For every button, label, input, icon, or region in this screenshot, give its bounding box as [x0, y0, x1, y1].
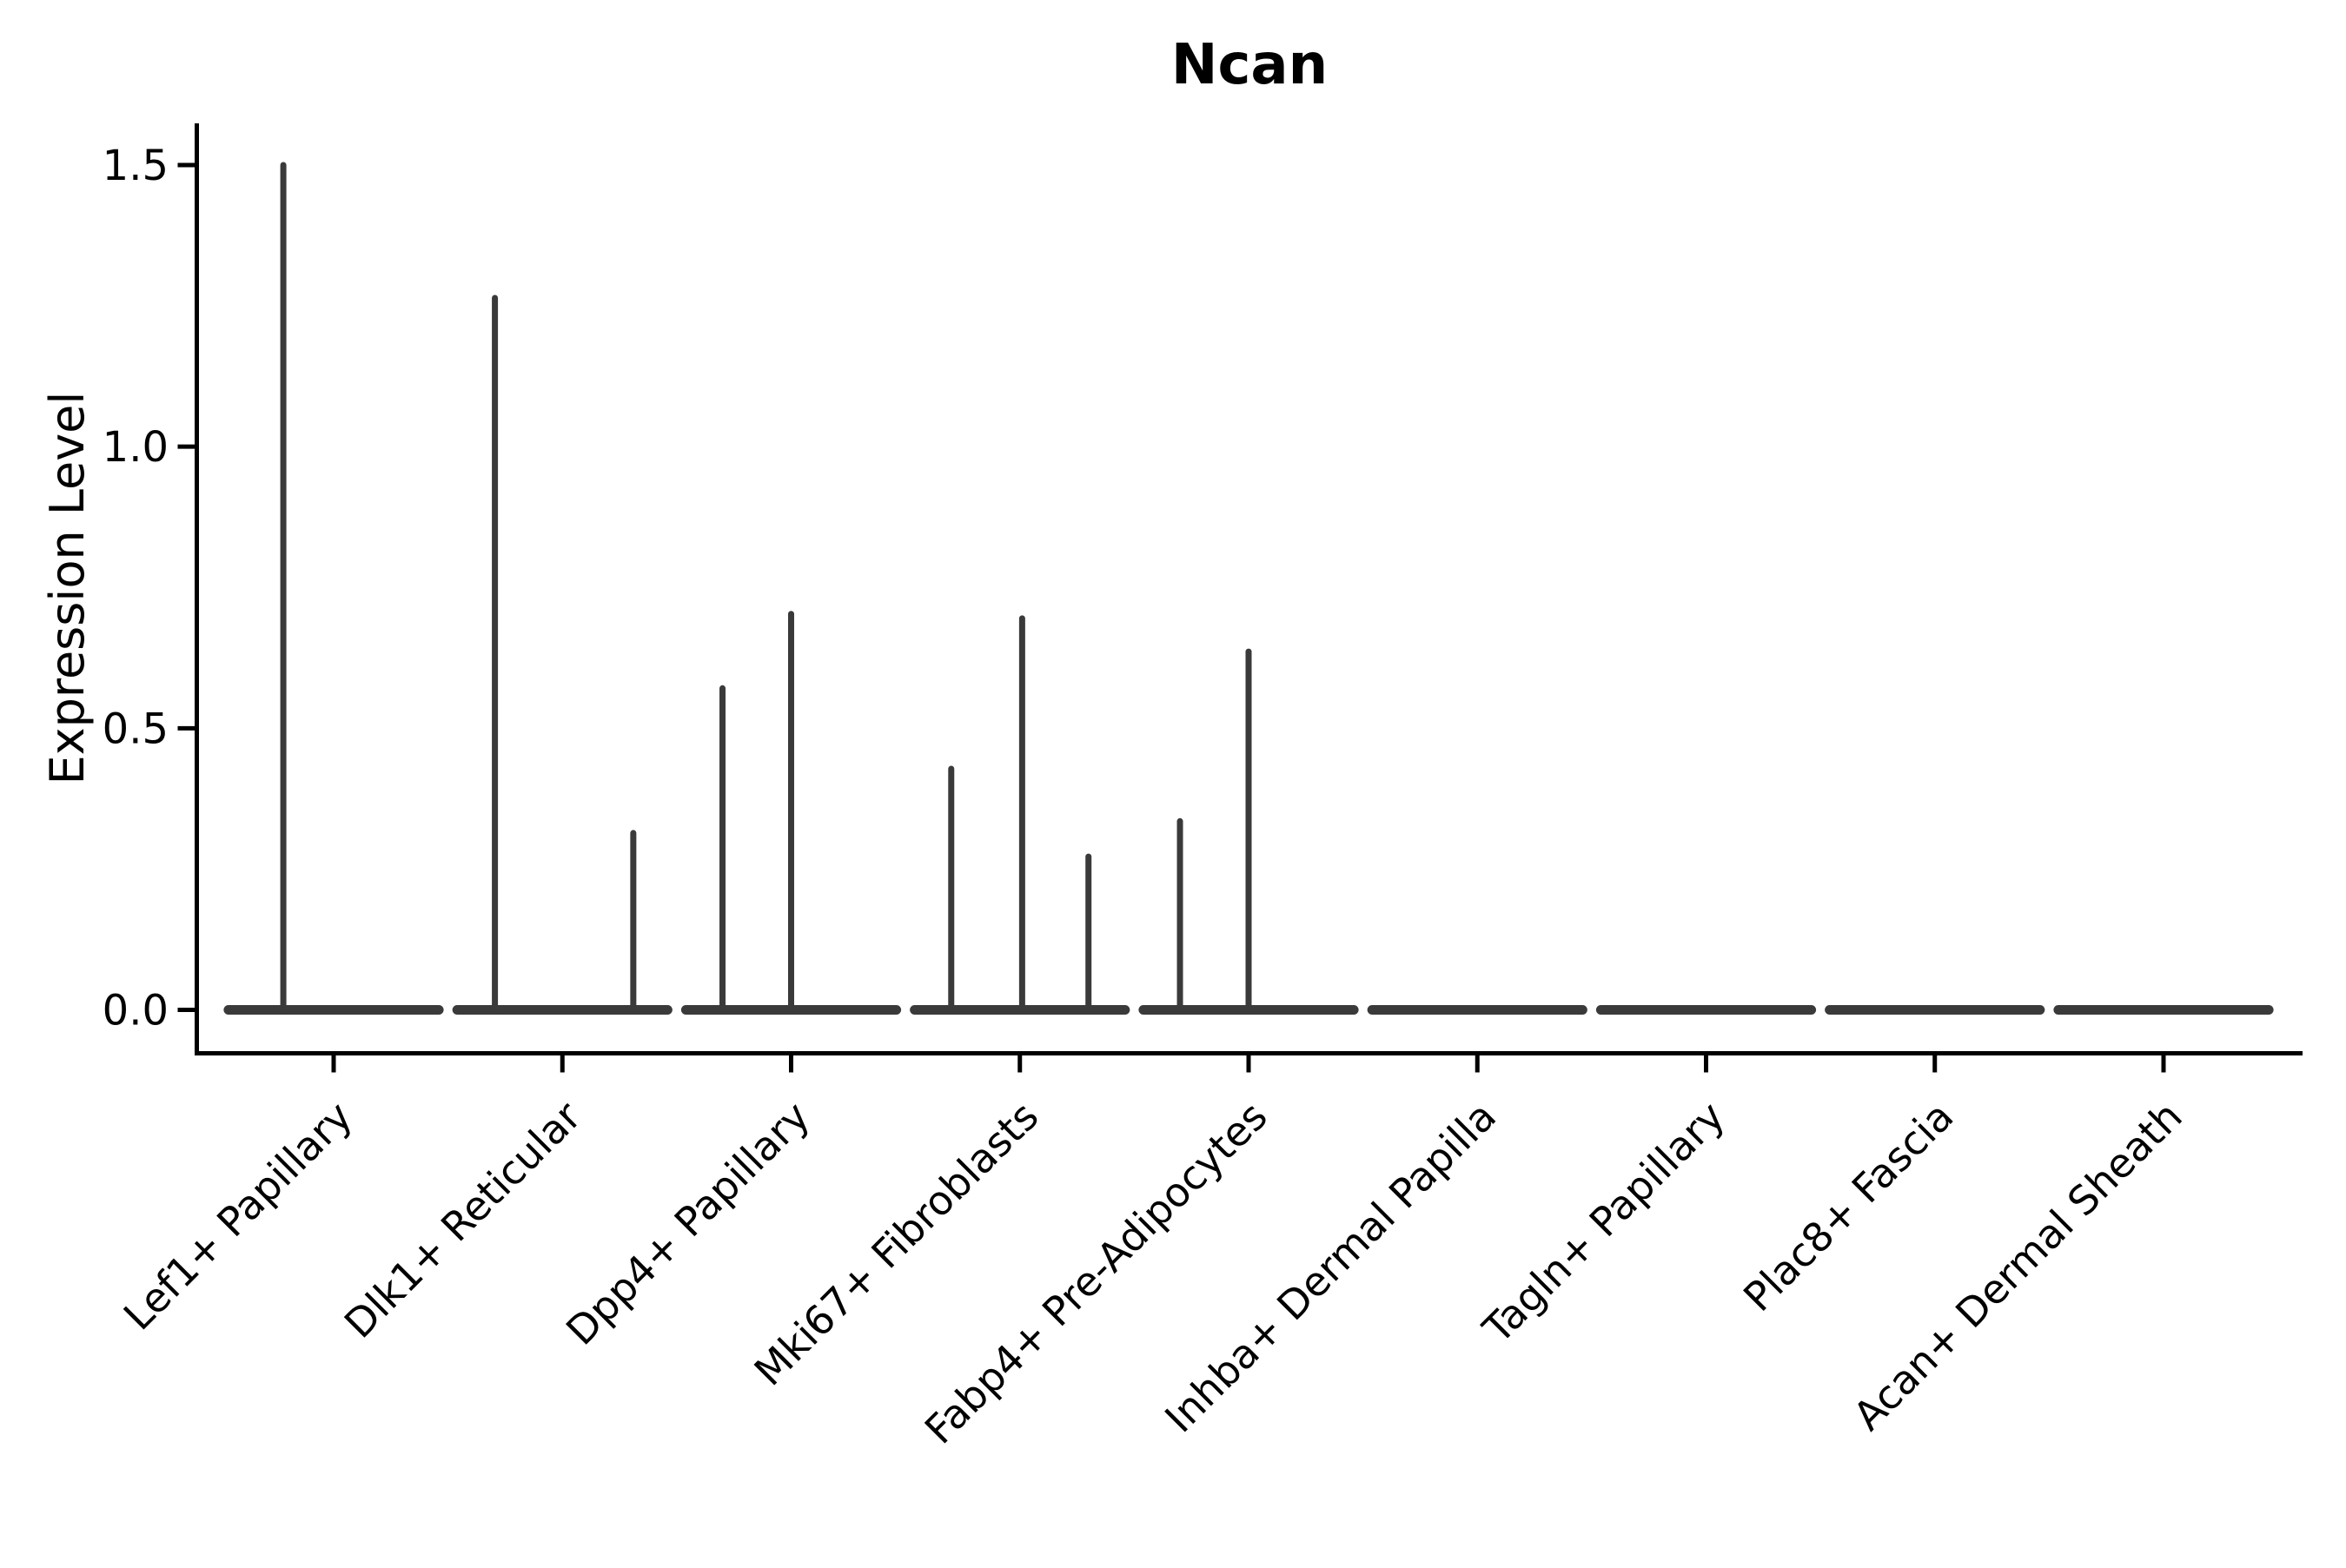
y-tick-label: 1.0 [103, 423, 169, 472]
x-tick-label: Dpp4+ Papillary [557, 1093, 818, 1354]
x-tick-label: Tagln+ Papillary [1474, 1093, 1734, 1353]
x-tick-label: Dlk1+ Reticular [335, 1093, 590, 1347]
violins [223, 162, 2274, 1015]
x-tick-label: Plac8+ Fascia [1734, 1093, 1962, 1320]
chart-title: Ncan [1171, 33, 1328, 97]
y-tick-label: 0.0 [103, 987, 169, 1035]
y-axis-title: Expression Level [40, 392, 95, 785]
y-tick-label: 1.5 [103, 142, 169, 190]
x-tick-label: Lef1+ Papillary [115, 1093, 361, 1340]
y-tick-label: 0.5 [103, 705, 169, 753]
